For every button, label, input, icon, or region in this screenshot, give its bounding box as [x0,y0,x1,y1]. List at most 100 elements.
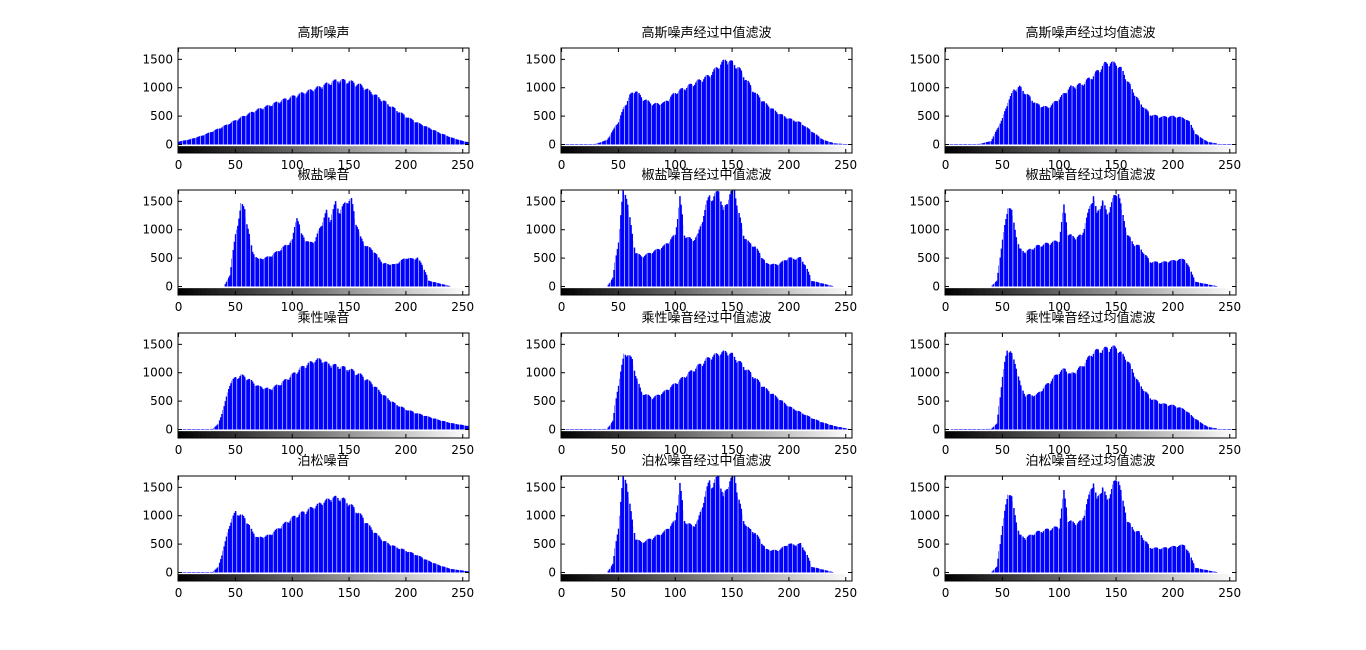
colorbar-cell [688,431,690,438]
histogram-bar [1190,271,1193,287]
x-tick-label: 250 [834,443,857,457]
colorbar-cell [614,288,616,295]
colorbar-cell [1126,431,1129,438]
colorbar-cell [333,288,336,295]
histogram-bar [1151,262,1154,287]
colorbar-cell [238,431,240,438]
histogram-bar [376,95,378,145]
histogram-bar [776,113,779,145]
histogram-bar [733,190,736,287]
histogram-bar [264,106,266,145]
colorbar-cell [1228,146,1230,153]
histogram-bar [600,429,602,430]
colorbar-cell [298,431,300,438]
colorbar-cell [1032,288,1035,295]
histogram-bar [341,366,344,430]
colorbar-cell [640,288,643,295]
histogram-bar [1192,417,1195,430]
colorbar-cell [383,288,386,295]
histogram-bar [456,424,458,430]
histogram-bar [691,84,693,145]
colorbar-cell [673,146,676,153]
colorbar-cell [586,146,588,153]
colorbar-cell [990,288,992,295]
colorbar-cell [440,288,443,295]
y-tick-label: 1500 [525,194,556,208]
colorbar-cell [459,431,462,438]
colorbar-cell [303,574,305,581]
histogram-bar [1008,352,1011,430]
histogram-bar [724,205,727,287]
histogram-bar [1162,403,1163,430]
histogram-bar [699,363,702,430]
colorbar-cell [1116,146,1119,153]
colorbar-cell [988,146,990,153]
histogram-bar [959,144,962,145]
colorbar-cell [1216,431,1219,438]
colorbar-cell [823,146,826,153]
histogram-bar [1059,371,1062,430]
colorbar-cell [804,146,806,153]
histogram-bar [571,429,573,430]
y-tick-label: 500 [150,109,173,123]
histogram-bar [1163,403,1165,430]
colorbar-cell [611,146,613,153]
colorbar-cell [301,146,304,153]
colorbar-cell [413,146,415,153]
colorbar-cell [1220,431,1222,438]
colorbar-cell [686,146,688,153]
colorbar-cell [1126,146,1129,153]
histogram-bar [720,64,722,145]
colorbar-cell [1043,288,1046,295]
histogram-bar [299,228,301,287]
colorbar-cell [1075,146,1078,153]
histogram-bar [748,370,751,430]
colorbar-cell [949,146,952,153]
histogram-bar [830,425,832,430]
colorbar-cell [1103,146,1105,153]
histogram-bar [300,92,303,145]
colorbar-cell [1059,288,1062,295]
histogram-bar [757,250,760,287]
histogram-bar [821,283,823,287]
colorbar-cell [278,146,280,153]
colorbar-cell [988,431,990,438]
colorbar-cell [574,431,577,438]
histogram-bar [711,359,713,430]
colorbar-cell [962,431,964,438]
colorbar-cell [221,431,223,438]
histogram-bar [396,111,398,145]
colorbar-cell [747,431,749,438]
histogram-bar [376,255,378,287]
histogram-bar [438,420,440,430]
colorbar-cell [1163,288,1165,295]
histogram-bar [646,253,647,287]
colorbar-cell [336,431,338,438]
colorbar-cell [807,288,810,295]
histogram-bar [1060,369,1063,430]
colorbar-cell [250,288,253,295]
colorbar-cell [979,431,981,438]
colorbar-cell [266,574,269,581]
histogram-bar [383,263,386,287]
histogram-bar [657,103,660,145]
colorbar-cell [212,574,214,581]
colorbar-cell [745,288,747,295]
colorbar-cell [331,146,333,153]
histogram-bar [756,378,759,430]
colorbar-cell [651,288,654,295]
histogram-bar [299,92,301,145]
histogram-bar [717,355,720,430]
histogram-bar [450,137,453,145]
colorbar-cell [1217,146,1220,153]
colorbar-cell [959,146,962,153]
histogram-bar [1147,111,1149,145]
histogram-bar [253,254,255,287]
histogram-bar [670,96,672,145]
colorbar-cell [1114,288,1116,295]
colorbar-cell [221,146,223,153]
histogram-bar [262,259,264,287]
histogram-bar [1097,210,1099,287]
histogram-bar [778,264,779,287]
colorbar-cell [650,431,653,438]
